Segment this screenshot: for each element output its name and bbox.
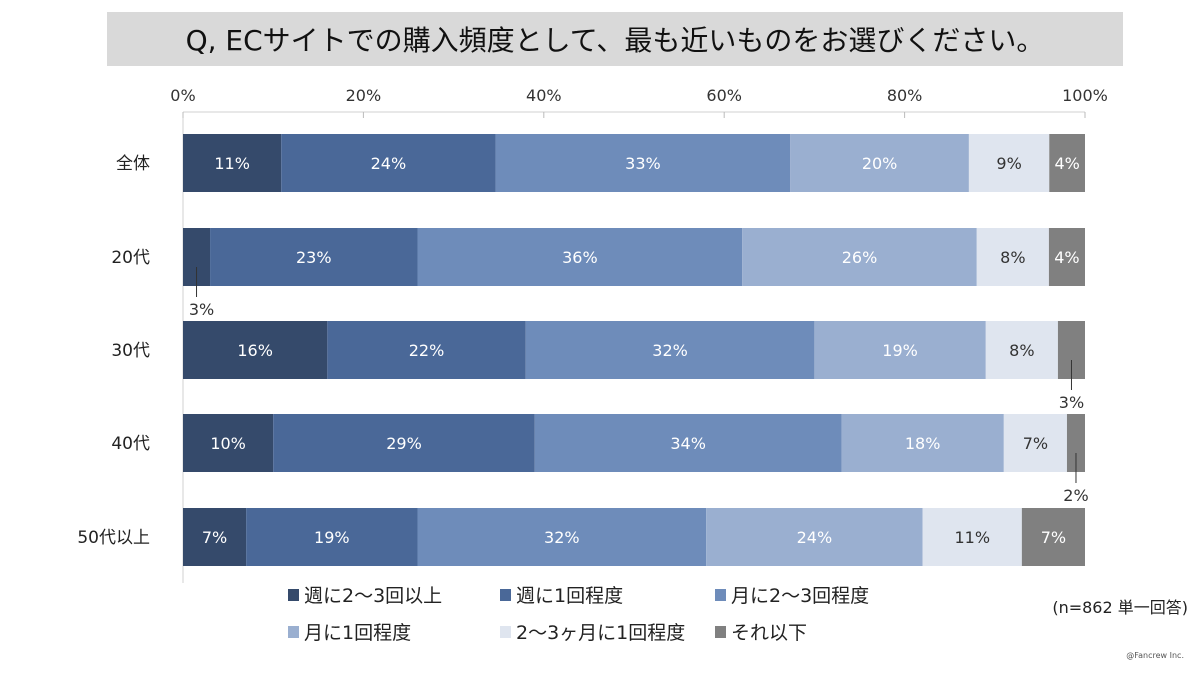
bar-segment bbox=[1048, 228, 1085, 286]
legend-label: 2～3ヶ月に1回程度 bbox=[516, 622, 685, 644]
data-label: 24% bbox=[797, 528, 833, 547]
bar-segment bbox=[706, 508, 923, 566]
data-label: 26% bbox=[842, 248, 878, 267]
bar-segment bbox=[183, 508, 247, 566]
legend-swatch bbox=[715, 589, 726, 601]
data-label: 19% bbox=[314, 528, 350, 547]
x-tick-label: 40% bbox=[526, 86, 562, 105]
bar-segment bbox=[1049, 134, 1085, 192]
legend-label: 週に1回程度 bbox=[516, 585, 623, 607]
data-label: 29% bbox=[386, 434, 422, 453]
bar-segment bbox=[273, 414, 535, 472]
bar-segment bbox=[183, 134, 282, 192]
category-label: 40代 bbox=[111, 434, 150, 454]
data-label: 4% bbox=[1054, 154, 1079, 173]
data-label: 20% bbox=[862, 154, 898, 173]
data-label: 8% bbox=[1009, 341, 1034, 360]
bar-segment bbox=[985, 321, 1058, 379]
bar-segment bbox=[183, 321, 328, 379]
bar-segment bbox=[1003, 414, 1067, 472]
bar-segment bbox=[417, 228, 743, 286]
data-label: 24% bbox=[371, 154, 407, 173]
bar-segment bbox=[814, 321, 986, 379]
data-label: 18% bbox=[905, 434, 941, 453]
data-label: 7% bbox=[1023, 434, 1048, 453]
bar-segment bbox=[1066, 414, 1085, 472]
category-label: 30代 bbox=[111, 341, 150, 361]
bar-segment bbox=[922, 508, 1022, 566]
bar-segment bbox=[417, 508, 707, 566]
bar-segment bbox=[790, 134, 969, 192]
bar-segment bbox=[246, 508, 418, 566]
sample-note: (n=862 単一回答) bbox=[1052, 598, 1188, 617]
legend-label: それ以下 bbox=[731, 622, 807, 644]
bar-segment bbox=[968, 134, 1050, 192]
data-label: 10% bbox=[210, 434, 246, 453]
data-label: 23% bbox=[296, 248, 332, 267]
category-label: 20代 bbox=[111, 248, 150, 268]
data-label: 8% bbox=[1000, 248, 1025, 267]
bar-segment bbox=[183, 414, 274, 472]
x-tick-label: 80% bbox=[887, 86, 923, 105]
data-label: 32% bbox=[652, 341, 688, 360]
bar-segment bbox=[976, 228, 1049, 286]
data-label: 2% bbox=[1063, 486, 1088, 505]
bar-segment bbox=[534, 414, 842, 472]
x-tick-label: 100% bbox=[1062, 86, 1108, 105]
data-label: 3% bbox=[1059, 393, 1084, 412]
legend-swatch bbox=[500, 626, 511, 638]
bar-segment bbox=[742, 228, 977, 286]
legend-swatch bbox=[288, 589, 299, 601]
x-tick-label: 20% bbox=[346, 86, 382, 105]
legend-swatch bbox=[715, 626, 726, 638]
category-label: 50代以上 bbox=[77, 528, 150, 548]
data-label: 34% bbox=[670, 434, 706, 453]
category-label: 全体 bbox=[116, 154, 150, 174]
bar-segment bbox=[525, 321, 815, 379]
x-tick-label: 60% bbox=[706, 86, 742, 105]
data-label: 33% bbox=[625, 154, 661, 173]
data-label: 22% bbox=[409, 341, 445, 360]
legend-label: 週に2～3回以上 bbox=[304, 585, 442, 607]
credit-text: @Fancrew Inc. bbox=[1126, 651, 1184, 660]
data-label: 16% bbox=[237, 341, 273, 360]
legend-label: 月に2～3回程度 bbox=[731, 585, 869, 607]
bar-segment bbox=[495, 134, 791, 192]
data-label: 36% bbox=[562, 248, 598, 267]
legend-swatch bbox=[500, 589, 511, 601]
data-label: 7% bbox=[202, 528, 227, 547]
bar-segment bbox=[281, 134, 496, 192]
data-label: 4% bbox=[1054, 248, 1079, 267]
bar-segment bbox=[1021, 508, 1085, 566]
data-label: 19% bbox=[882, 341, 918, 360]
data-label: 11% bbox=[214, 154, 250, 173]
chart-title: Q, ECサイトでの購入頻度として、最も近いものをお選びください。 bbox=[107, 12, 1123, 66]
bar-segment bbox=[327, 321, 526, 379]
x-tick-label: 0% bbox=[170, 86, 195, 105]
data-label: 3% bbox=[189, 300, 214, 319]
bar-segment bbox=[210, 228, 418, 286]
data-label: 32% bbox=[544, 528, 580, 547]
legend-swatch bbox=[288, 626, 299, 638]
data-label: 11% bbox=[954, 528, 990, 547]
bar-segment bbox=[841, 414, 1004, 472]
legend-label: 月に1回程度 bbox=[304, 622, 411, 644]
data-label: 7% bbox=[1041, 528, 1066, 547]
data-label: 9% bbox=[996, 154, 1021, 173]
